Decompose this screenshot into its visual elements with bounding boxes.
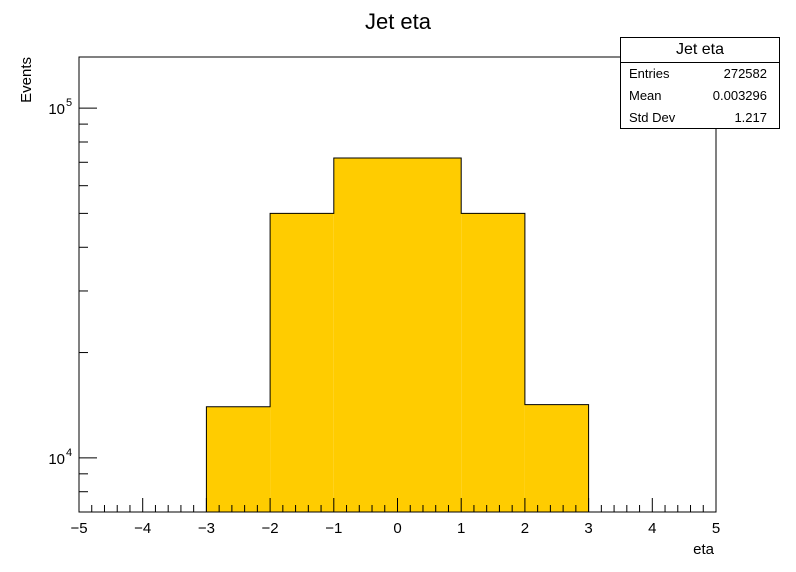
stats-label: Std Dev bbox=[629, 110, 676, 125]
x-tick-label: −1 bbox=[325, 520, 342, 537]
histogram-bar bbox=[333, 157, 462, 512]
x-tick-label: 5 bbox=[712, 520, 720, 537]
x-tick-label: −5 bbox=[70, 520, 87, 537]
x-tick-label: 0 bbox=[393, 520, 401, 537]
x-tick-label: 3 bbox=[584, 520, 592, 537]
x-tick-label: 4 bbox=[648, 520, 656, 537]
y-tick-exponent: 5 bbox=[66, 97, 72, 109]
y-tick-label: 10 bbox=[48, 101, 65, 118]
stats-label: Entries bbox=[629, 66, 670, 81]
stats-value: 1.217 bbox=[734, 110, 767, 125]
stats-title: Jet eta bbox=[621, 38, 779, 63]
stats-row-stddev: Std Dev 1.217 bbox=[621, 107, 779, 129]
x-tick-label: −2 bbox=[262, 520, 279, 537]
x-tick-label: −3 bbox=[198, 520, 215, 537]
x-tick-label: 1 bbox=[457, 520, 465, 537]
y-tick-label: 10 bbox=[48, 451, 65, 468]
x-tick-label: 2 bbox=[521, 520, 529, 537]
stats-row-entries: Entries 272582 bbox=[621, 63, 779, 85]
stats-value: 272582 bbox=[723, 66, 767, 81]
y-axis-label: Events bbox=[18, 57, 35, 103]
histogram-bar bbox=[524, 404, 589, 512]
histogram-bar bbox=[270, 213, 334, 512]
histogram-outline bbox=[205, 157, 590, 512]
y-tick-exponent: 4 bbox=[66, 447, 72, 459]
chart-title: Jet eta bbox=[365, 9, 432, 34]
stats-box: Jet eta Entries 272582 Mean 0.003296 Std… bbox=[620, 37, 780, 129]
histogram-bar bbox=[206, 406, 271, 512]
stats-label: Mean bbox=[629, 88, 662, 103]
x-tick-label: −4 bbox=[134, 520, 151, 537]
x-axis-label: eta bbox=[693, 541, 715, 558]
histogram-bar bbox=[461, 213, 525, 512]
stats-value: 0.003296 bbox=[712, 88, 767, 103]
stats-row-mean: Mean 0.003296 bbox=[621, 85, 779, 107]
